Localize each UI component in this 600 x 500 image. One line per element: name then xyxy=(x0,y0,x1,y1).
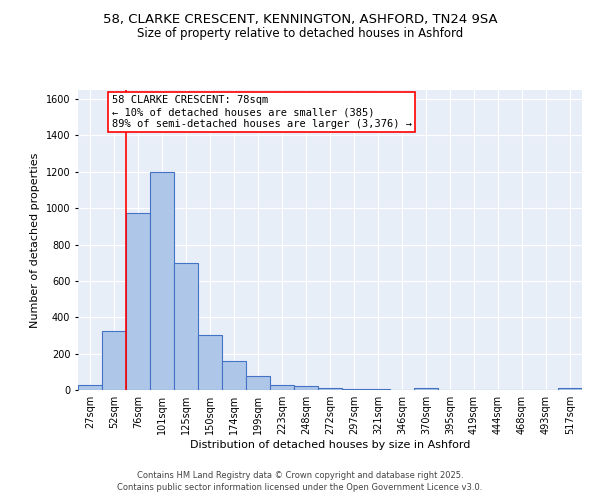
Bar xyxy=(174,262,198,390)
Bar xyxy=(318,388,342,390)
Bar xyxy=(414,388,438,390)
Text: 58 CLARKE CRESCENT: 78sqm
← 10% of detached houses are smaller (385)
89% of semi: 58 CLARKE CRESCENT: 78sqm ← 10% of detac… xyxy=(112,96,412,128)
Bar xyxy=(222,361,246,390)
Bar xyxy=(78,386,102,390)
Y-axis label: Number of detached properties: Number of detached properties xyxy=(30,152,40,328)
Bar xyxy=(558,388,582,390)
Bar xyxy=(294,386,318,390)
Bar xyxy=(102,331,126,390)
Text: 58, CLARKE CRESCENT, KENNINGTON, ASHFORD, TN24 9SA: 58, CLARKE CRESCENT, KENNINGTON, ASHFORD… xyxy=(103,12,497,26)
Bar xyxy=(198,334,222,390)
Bar xyxy=(126,212,150,390)
Bar xyxy=(270,384,294,390)
Bar xyxy=(246,376,270,390)
Bar xyxy=(342,388,366,390)
X-axis label: Distribution of detached houses by size in Ashford: Distribution of detached houses by size … xyxy=(190,440,470,450)
Bar xyxy=(366,389,390,390)
Text: Contains HM Land Registry data © Crown copyright and database right 2025.
Contai: Contains HM Land Registry data © Crown c… xyxy=(118,471,482,492)
Text: Size of property relative to detached houses in Ashford: Size of property relative to detached ho… xyxy=(137,28,463,40)
Bar xyxy=(150,172,174,390)
